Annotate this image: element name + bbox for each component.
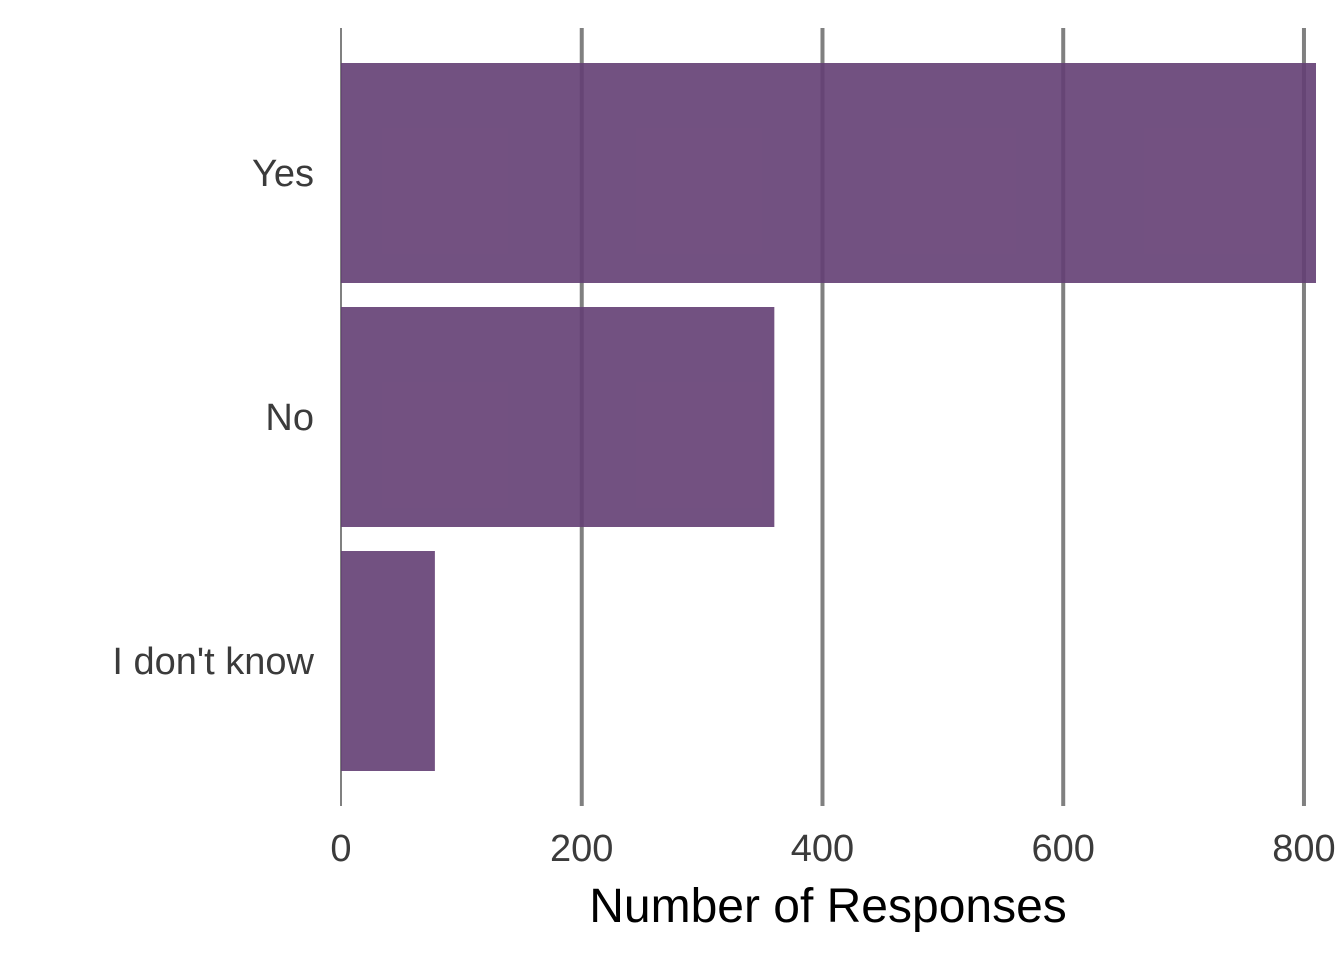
bar-yes <box>341 63 1316 283</box>
bar-i-don-t-know <box>341 551 435 771</box>
x-axis-title: Number of Responses <box>589 880 1067 933</box>
x-tick-label: 200 <box>550 828 613 870</box>
category-label: No <box>265 397 314 439</box>
bars <box>341 63 1316 771</box>
x-tick-label: 400 <box>791 828 854 870</box>
bar-no <box>341 307 775 527</box>
x-tick-label: 600 <box>1032 828 1095 870</box>
category-labels: Yes No I don't know <box>112 153 314 683</box>
category-label: Yes <box>252 153 314 195</box>
x-tick-labels: 0 200 400 600 800 <box>330 828 1335 870</box>
x-tick-label: 0 <box>330 828 351 870</box>
category-label: I don't know <box>112 641 314 683</box>
x-tick-label: 800 <box>1272 828 1335 870</box>
